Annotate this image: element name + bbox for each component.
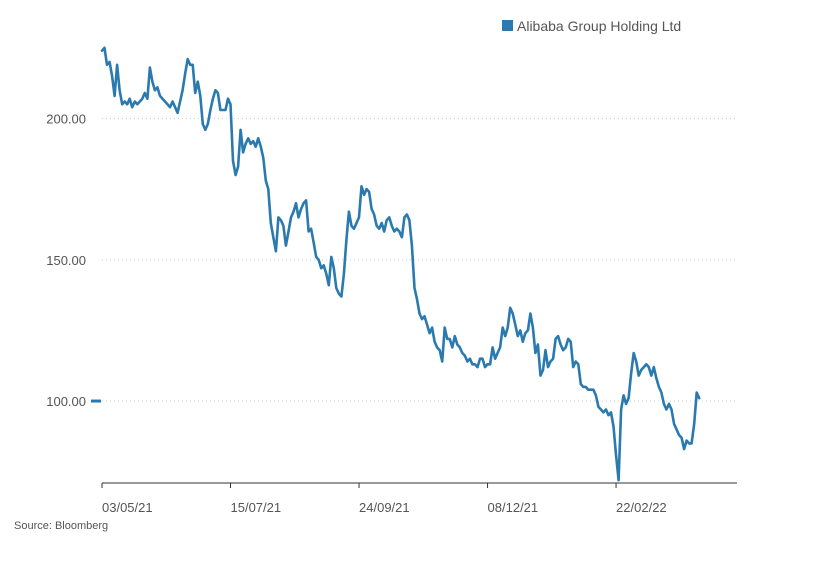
source-note: Source: Bloomberg xyxy=(14,520,109,532)
legend: Alibaba Group Holding Ltd xyxy=(502,18,681,34)
series-line-0 xyxy=(100,46,701,482)
gridlines xyxy=(102,117,737,402)
legend-swatch xyxy=(502,20,513,31)
y-tick-label: 200.00 xyxy=(46,111,86,126)
x-axis: 03/05/21 15/07/21 24/09/21 08/12/21 22/02/22 xyxy=(101,482,737,515)
x-tick-label: 24/09/21 xyxy=(359,500,410,515)
legend-label: Alibaba Group Holding Ltd xyxy=(517,18,681,34)
x-tick-label: 15/07/21 xyxy=(231,500,282,515)
y-axis: 200.00 150.00 100.00 xyxy=(46,111,101,409)
plot-area xyxy=(100,46,701,482)
y-tick-label: 100.00 xyxy=(46,394,86,409)
x-tick-label: 03/05/21 xyxy=(102,500,153,515)
x-tick-label: 22/02/22 xyxy=(616,500,667,515)
y-tick-label: 150.00 xyxy=(46,253,86,268)
x-tick-label: 08/12/21 xyxy=(488,500,539,515)
last-value-marker xyxy=(91,399,101,403)
